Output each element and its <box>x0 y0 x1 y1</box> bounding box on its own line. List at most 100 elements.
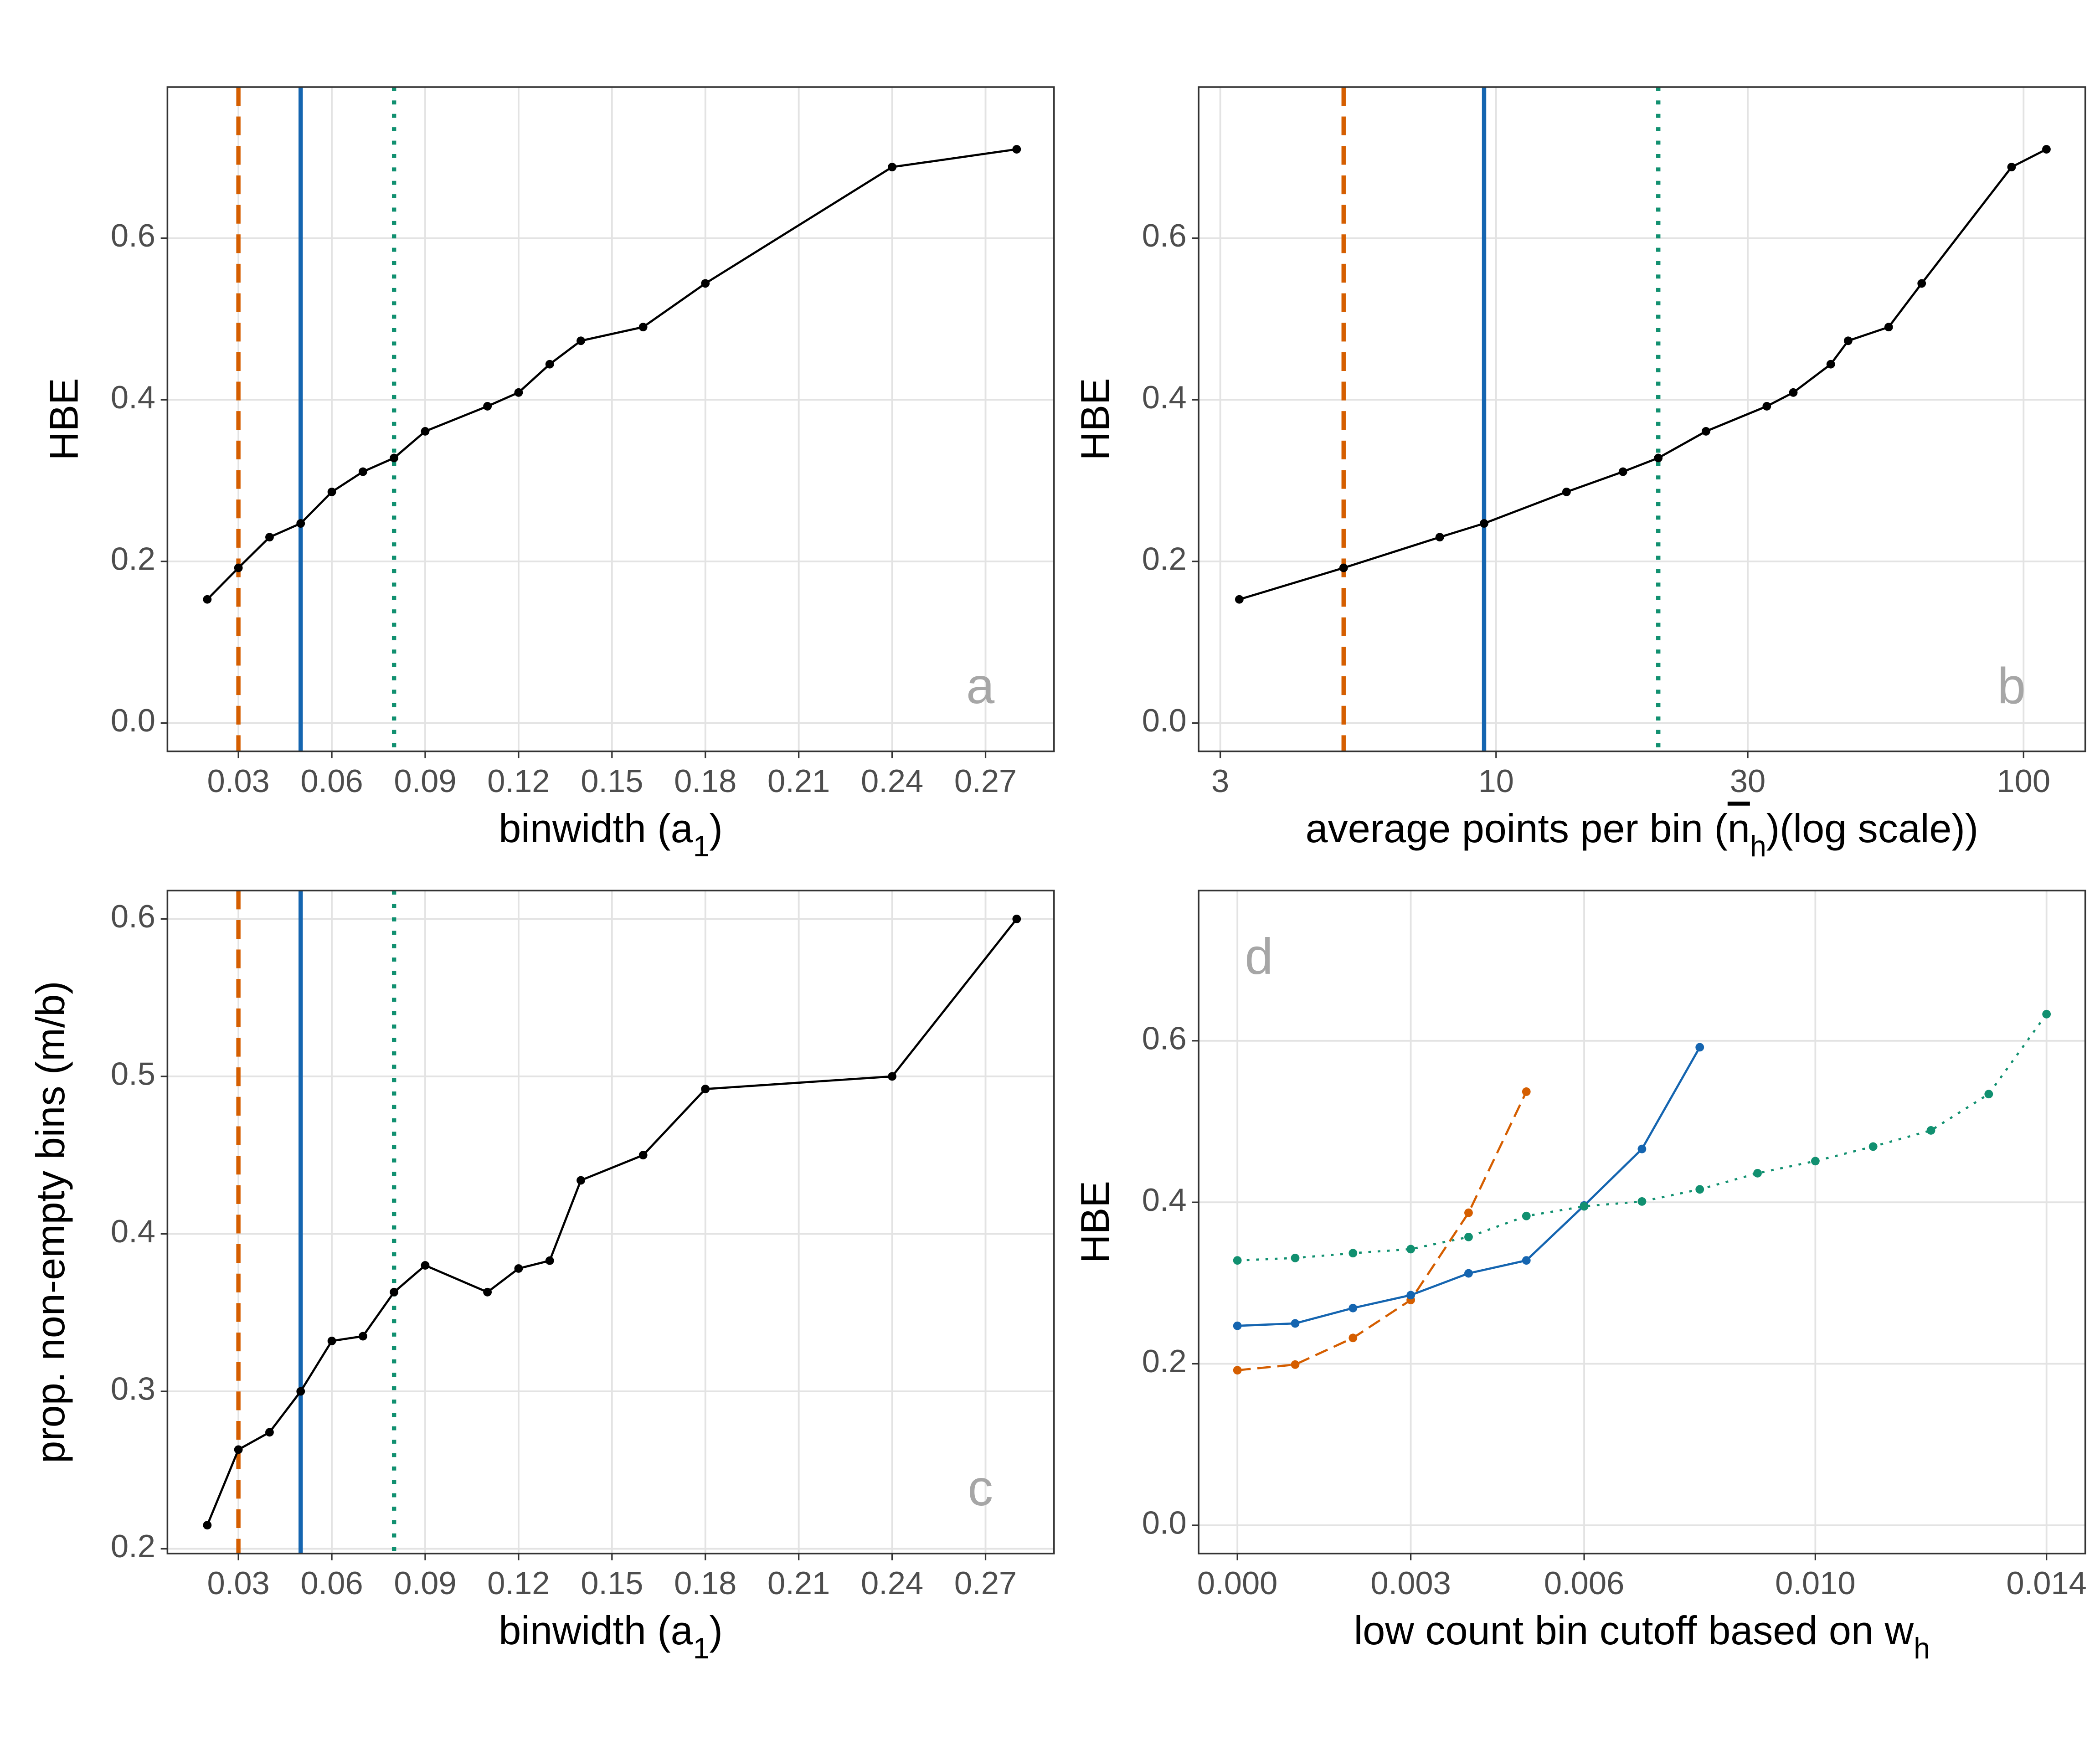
data-point <box>1406 1291 1415 1300</box>
data-point <box>1349 1303 1358 1312</box>
data-point <box>2042 1009 2051 1019</box>
panel-letter: d <box>1245 928 1273 985</box>
y-tick-label: 0.4 <box>1142 379 1187 415</box>
x-tick-label: 100 <box>1997 763 2050 799</box>
data-point <box>358 1332 367 1341</box>
data-point <box>1789 388 1798 397</box>
panel-border <box>166 890 1055 1554</box>
data-line <box>1239 148 2047 601</box>
data-point <box>203 1521 212 1530</box>
axis-title-part: h <box>1914 1632 1930 1665</box>
data-point <box>483 402 492 411</box>
x-axis-title: low count bin cutoff based on wh <box>1354 1608 1930 1664</box>
data-point <box>701 1085 710 1094</box>
data-point <box>1349 1333 1358 1343</box>
panel-border <box>1198 86 2086 752</box>
panel-border <box>166 86 1055 752</box>
data-point <box>1637 1197 1647 1206</box>
data-point <box>701 279 710 288</box>
data-point <box>1464 1208 1473 1217</box>
data-point <box>1339 563 1348 572</box>
data-point <box>296 1387 305 1396</box>
data-point <box>1233 1321 1242 1330</box>
x-tick-label: 0.15 <box>581 763 643 799</box>
x-tick-label: 0.014 <box>2006 1565 2086 1601</box>
y-tick-label: 0.6 <box>111 217 155 253</box>
data-point <box>888 163 897 171</box>
data-point <box>1637 1144 1647 1153</box>
data-point <box>1480 519 1488 528</box>
data-point <box>1012 915 1021 923</box>
data-point <box>1926 1126 1935 1135</box>
data-point <box>1811 1157 1820 1166</box>
data-point <box>1522 1087 1531 1096</box>
x-tick-label: 0.21 <box>767 1565 830 1601</box>
panel-background <box>1199 890 2085 1554</box>
x-tick-label: 0.03 <box>207 763 270 799</box>
axis-title-part: h <box>1750 829 1766 863</box>
x-tick-label: 0.18 <box>674 763 736 799</box>
axis-title-part: average points per bin ( <box>1306 806 1728 851</box>
x-tick-label: 0.24 <box>861 763 923 799</box>
data-line <box>206 148 1017 600</box>
y-tick-label: 0.6 <box>111 898 155 934</box>
x-tick-label: 0.12 <box>487 1565 550 1601</box>
data-point <box>1012 145 1021 154</box>
panel-letter: a <box>966 657 995 714</box>
data-point <box>638 323 648 332</box>
x-tick-label: 0.15 <box>581 1565 643 1601</box>
data-point <box>327 488 336 496</box>
data-point <box>1464 1232 1473 1241</box>
x-axis-title: average points per bin (nh)(log scale)) <box>1306 806 1979 862</box>
x-axis-title: binwidth (a1) <box>499 806 723 862</box>
panel-background <box>167 87 1054 751</box>
y-tick-label: 0.4 <box>111 379 155 415</box>
panel-border <box>1198 890 2086 1554</box>
x-tick-label: 0.18 <box>674 1565 736 1601</box>
x-tick-label: 30 <box>1730 763 1765 799</box>
x-tick-label: 0.003 <box>1370 1565 1451 1601</box>
plot-area <box>203 87 1021 751</box>
data-point <box>1522 1256 1531 1265</box>
y-tick-label: 0.4 <box>111 1213 155 1249</box>
x-tick-label: 0.09 <box>394 763 456 799</box>
data-point <box>1349 1249 1358 1258</box>
y-axis-title: prop. non-empty bins (m/b) <box>28 981 73 1463</box>
data-point <box>1291 1254 1300 1262</box>
x-tick-label: 0.010 <box>1775 1565 1855 1601</box>
data-point <box>514 388 523 397</box>
data-point <box>888 1072 897 1081</box>
data-point <box>1884 323 1893 332</box>
x-tick-label: 0.06 <box>300 1565 363 1601</box>
data-point <box>638 1151 648 1160</box>
data-point <box>390 1287 399 1297</box>
panel-background <box>1199 87 2085 751</box>
data-point <box>1580 1202 1589 1211</box>
data-point <box>545 1256 554 1265</box>
data-point <box>514 1264 523 1273</box>
y-tick-label: 0.2 <box>111 1528 155 1564</box>
data-point <box>1702 427 1710 436</box>
data-point <box>1233 1366 1242 1375</box>
data-point <box>1868 1142 1878 1151</box>
data-point <box>1522 1211 1531 1220</box>
plot-area <box>1235 87 2051 751</box>
x-axis-title: binwidth (a1) <box>499 1608 723 1664</box>
x-tick-label: 0.006 <box>1544 1565 1624 1601</box>
data-line <box>1237 1091 1528 1372</box>
data-point <box>390 453 399 463</box>
data-point <box>2042 145 2051 154</box>
data-point <box>1843 336 1853 345</box>
x-tick-label: 0.12 <box>487 763 550 799</box>
y-tick-label: 0.2 <box>1142 1343 1187 1379</box>
axis-title-part: binwidth (a <box>499 1608 693 1653</box>
x-tick-label: 0.24 <box>861 1565 923 1601</box>
y-axis-title: HBE <box>41 378 86 460</box>
data-point <box>203 595 212 604</box>
data-point <box>327 1337 336 1345</box>
y-tick-label: 0.3 <box>111 1371 155 1407</box>
x-tick-label: 0.000 <box>1197 1565 1277 1601</box>
data-point <box>1984 1090 1993 1099</box>
axis-title-part: ) <box>710 806 723 851</box>
